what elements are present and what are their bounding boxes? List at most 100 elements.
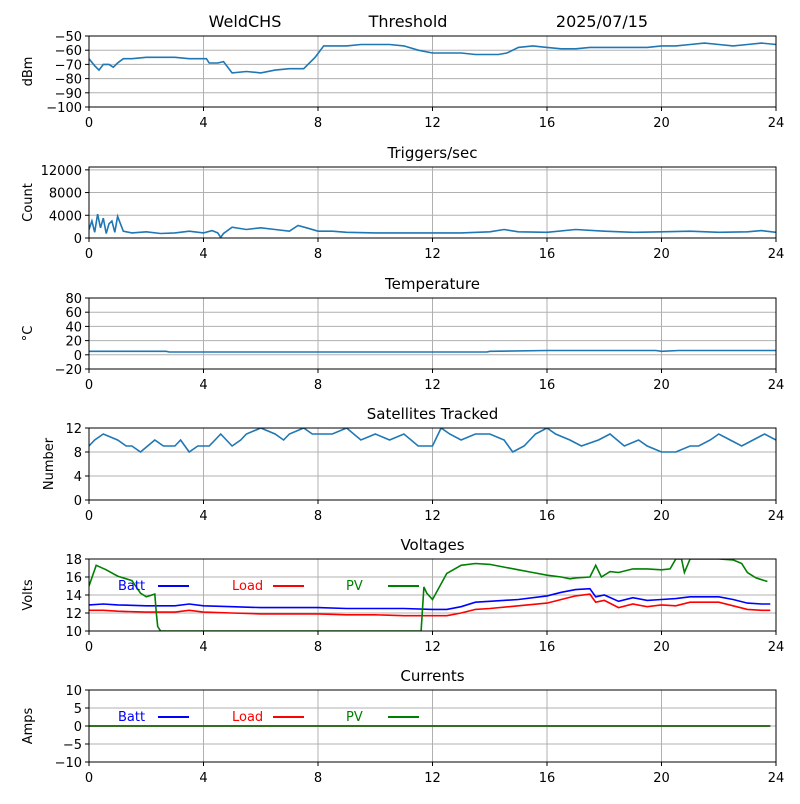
y-tick-label: 16 [65, 571, 82, 586]
panel-3: Satellites Tracked Number 0 4 8 12 16 20 24 0 4 8 12 [42, 405, 784, 524]
panel-4: Voltages Volts 0 4 8 12 16 20 24 10 12 14 16 18 Batt Lo… [21, 536, 784, 655]
x-tick-label: 24 [768, 116, 785, 131]
y-tick-label: −90 [55, 87, 82, 102]
y-axis-label: Volts [21, 579, 36, 611]
y-axis-label: Amps [21, 707, 36, 744]
y-tick-label: 0 [74, 494, 82, 509]
panel-title: Voltages [400, 536, 464, 554]
x-tick-label: 16 [539, 640, 556, 655]
y-tick-label: 20 [65, 335, 82, 350]
series-line-pv [89, 559, 768, 631]
y-tick-label: −20 [55, 363, 82, 378]
x-tick-label: 8 [314, 116, 322, 131]
y-tick-label: −5 [63, 738, 82, 753]
y-tick-label: −80 [55, 73, 82, 88]
y-axis-label: °C [21, 326, 36, 342]
x-tick-label: 12 [424, 771, 441, 786]
x-tick-label: 0 [85, 771, 93, 786]
legend-label-batt: Batt [118, 710, 145, 725]
legend-label-pv: PV [346, 579, 363, 594]
series-line-0 [89, 42, 776, 74]
y-axis-label: Count [21, 183, 36, 222]
x-tick-label: 4 [199, 640, 207, 655]
y-tick-label: 10 [65, 684, 82, 699]
y-tick-label: −10 [55, 756, 82, 771]
x-tick-label: 16 [539, 771, 556, 786]
plot-frame [88, 427, 777, 501]
y-tick-label: −70 [55, 58, 82, 73]
header-site: WeldCHS [209, 12, 282, 31]
x-tick-label: 4 [199, 378, 207, 393]
x-tick-label: 4 [199, 116, 207, 131]
x-tick-label: 0 [85, 116, 93, 131]
legend-label-load: Load [232, 579, 263, 594]
x-tick-label: 8 [314, 378, 322, 393]
header-mode: Threshold [368, 12, 448, 31]
legend-label-load: Load [232, 710, 263, 725]
y-tick-label: 12000 [41, 164, 82, 179]
x-tick-label: 20 [653, 116, 670, 131]
x-tick-label: 8 [314, 509, 322, 524]
x-tick-label: 0 [85, 247, 93, 262]
plot-frame [88, 35, 777, 108]
x-tick-label: 12 [424, 378, 441, 393]
y-tick-label: 0 [74, 720, 82, 735]
y-tick-label: 4000 [49, 209, 82, 224]
x-tick-label: 20 [653, 247, 670, 262]
x-tick-label: 4 [199, 771, 207, 786]
panel-0: dBm 0 4 8 12 16 20 24 −100−90−80−70−60−50 [21, 30, 784, 131]
x-tick-label: 12 [424, 116, 441, 131]
x-tick-label: 24 [768, 640, 785, 655]
x-tick-label: 16 [539, 509, 556, 524]
y-tick-label: 40 [65, 320, 82, 335]
x-tick-label: 8 [314, 247, 322, 262]
series-line-0 [89, 428, 776, 454]
x-tick-label: 0 [85, 509, 93, 524]
y-tick-label: −100 [46, 101, 82, 116]
x-tick-label: 4 [199, 509, 207, 524]
y-tick-label: 12 [65, 422, 82, 437]
x-tick-label: 4 [199, 247, 207, 262]
x-tick-label: 16 [539, 247, 556, 262]
x-tick-label: 0 [85, 640, 93, 655]
x-tick-label: 20 [653, 640, 670, 655]
y-tick-label: 8 [74, 446, 82, 461]
y-tick-label: 4 [74, 470, 82, 485]
x-tick-label: 24 [768, 378, 785, 393]
x-tick-label: 24 [768, 247, 785, 262]
x-tick-label: 20 [653, 378, 670, 393]
series-line-0 [89, 349, 776, 353]
x-tick-label: 20 [653, 509, 670, 524]
y-tick-label: 8000 [49, 187, 82, 202]
panel-title: Triggers/sec [387, 144, 478, 162]
y-tick-label: 60 [65, 306, 82, 321]
x-tick-label: 8 [314, 771, 322, 786]
series-line-0 [89, 213, 776, 238]
x-tick-label: 8 [314, 640, 322, 655]
series-line-batt [89, 587, 771, 611]
panel-title: Temperature [384, 275, 480, 293]
plot-frame [88, 689, 777, 763]
x-tick-label: 24 [768, 771, 785, 786]
x-tick-label: 0 [85, 378, 93, 393]
y-tick-label: 14 [65, 589, 82, 604]
plot-frame [88, 558, 777, 632]
panel-title: Currents [400, 667, 464, 685]
y-axis-label: dBm [21, 57, 36, 87]
y-tick-label: 18 [65, 553, 82, 568]
x-tick-label: 16 [539, 378, 556, 393]
y-tick-label: −60 [55, 44, 82, 59]
plot-frame [88, 166, 777, 239]
plot-frame [88, 297, 777, 370]
panel-1: Triggers/sec Count 0 4 8 12 16 20 24 0 4000 8000 120… [21, 144, 784, 262]
y-tick-label: 0 [74, 349, 82, 364]
x-tick-label: 12 [424, 640, 441, 655]
x-tick-label: 20 [653, 771, 670, 786]
legend-label-batt: Batt [118, 579, 145, 594]
y-tick-label: 80 [65, 292, 82, 307]
y-tick-label: −50 [55, 30, 82, 45]
panel-5: Currents Amps 0 4 8 12 16 20 24 −10 −5 0 5 10 Batt Load… [21, 667, 784, 786]
